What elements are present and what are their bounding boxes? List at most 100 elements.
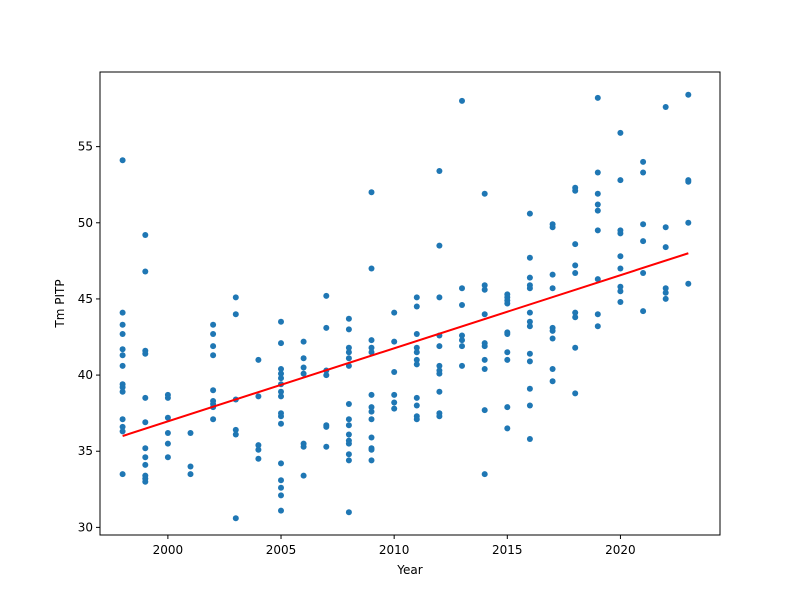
data-point xyxy=(345,451,352,458)
data-point xyxy=(526,285,533,292)
data-point xyxy=(345,416,352,423)
data-point xyxy=(391,309,398,316)
data-point xyxy=(232,515,239,522)
data-point xyxy=(300,370,307,377)
data-point xyxy=(345,509,352,516)
data-point xyxy=(278,484,284,491)
data-point xyxy=(662,104,669,110)
data-point xyxy=(504,356,511,363)
data-point xyxy=(413,402,420,409)
data-point xyxy=(685,91,692,98)
x-tick-label: 2020 xyxy=(605,543,636,557)
data-point xyxy=(526,402,533,409)
data-point xyxy=(662,295,669,302)
data-point xyxy=(413,361,420,368)
data-point xyxy=(278,492,284,499)
data-point xyxy=(368,391,375,398)
data-point xyxy=(549,271,556,278)
data-point xyxy=(119,384,126,391)
data-point xyxy=(572,390,579,397)
data-point xyxy=(617,288,624,295)
data-point xyxy=(391,399,398,406)
data-point xyxy=(232,311,239,318)
data-point xyxy=(142,350,149,357)
data-point xyxy=(300,443,307,450)
data-point xyxy=(119,352,126,359)
data-point xyxy=(278,318,284,325)
data-point xyxy=(459,362,465,369)
data-point xyxy=(594,169,601,176)
data-point xyxy=(255,356,262,363)
data-point xyxy=(481,471,488,478)
data-point xyxy=(368,344,375,351)
data-point xyxy=(572,344,579,351)
data-point xyxy=(164,454,171,461)
data-point xyxy=(232,431,239,438)
data-point xyxy=(210,416,217,423)
data-point xyxy=(617,177,624,184)
data-point xyxy=(481,356,488,363)
data-point xyxy=(685,280,692,287)
data-point xyxy=(210,352,217,359)
data-point xyxy=(572,270,579,276)
data-point xyxy=(504,349,511,356)
data-point xyxy=(481,282,488,289)
data-point xyxy=(549,285,556,292)
data-point xyxy=(617,265,624,272)
data-point xyxy=(300,338,307,345)
y-tick-label: 40 xyxy=(78,368,93,382)
data-point xyxy=(572,241,579,248)
data-point xyxy=(436,242,443,249)
data-point xyxy=(413,416,420,423)
data-point xyxy=(526,385,533,392)
data-point xyxy=(119,331,126,337)
data-point xyxy=(210,387,217,394)
x-tick-label: 2015 xyxy=(492,543,523,557)
data-point xyxy=(481,366,488,372)
data-point xyxy=(345,440,352,447)
data-point xyxy=(278,460,284,467)
data-point xyxy=(210,331,217,337)
data-point xyxy=(368,337,375,344)
data-point xyxy=(594,323,601,330)
data-point xyxy=(278,420,284,427)
data-point xyxy=(323,292,330,299)
data-point xyxy=(119,309,126,316)
data-point xyxy=(504,425,511,432)
data-point xyxy=(436,362,443,369)
trend-line xyxy=(122,252,689,437)
data-point xyxy=(368,404,375,411)
data-point xyxy=(187,430,194,436)
data-point xyxy=(526,309,533,316)
data-point xyxy=(572,309,579,316)
y-axis: 30 35 40 45 50 55 xyxy=(78,140,100,534)
data-point xyxy=(504,300,511,307)
data-point xyxy=(368,265,375,272)
data-point xyxy=(640,238,647,245)
data-point xyxy=(119,416,126,423)
data-point xyxy=(662,244,669,251)
data-point xyxy=(345,315,352,322)
data-point xyxy=(142,419,149,426)
data-point xyxy=(617,129,624,136)
data-point xyxy=(413,394,420,401)
data-point xyxy=(413,331,420,337)
data-point xyxy=(391,405,398,412)
data-point xyxy=(345,326,352,333)
data-point xyxy=(617,283,624,290)
data-point xyxy=(549,366,556,372)
data-point xyxy=(662,289,669,296)
data-point xyxy=(187,471,194,478)
data-point xyxy=(526,210,533,217)
y-tick-label: 55 xyxy=(78,140,93,154)
data-point xyxy=(549,327,556,334)
data-point xyxy=(323,423,330,430)
data-point xyxy=(459,337,465,344)
data-point xyxy=(119,471,126,478)
data-point xyxy=(368,434,375,441)
x-tick-label: 2010 xyxy=(379,543,410,557)
data-point xyxy=(278,375,284,382)
data-point xyxy=(481,343,488,350)
data-point xyxy=(368,349,375,356)
data-point xyxy=(572,262,579,269)
